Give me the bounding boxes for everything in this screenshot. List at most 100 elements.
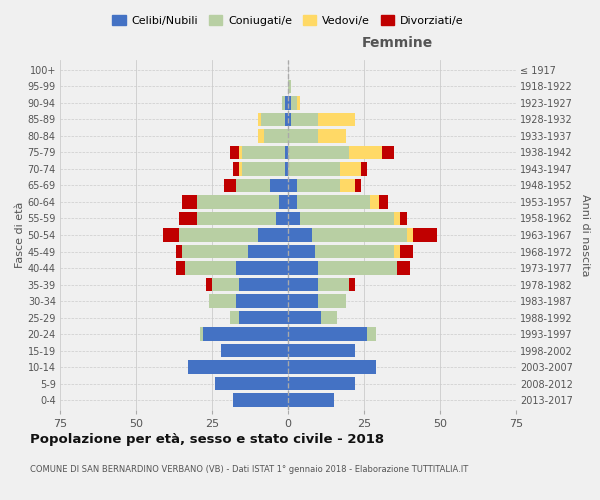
Bar [361,162,367,175]
Bar [215,377,288,390]
Bar [400,244,413,258]
Bar [379,195,388,209]
Bar [394,212,400,226]
Bar [242,162,285,175]
Bar [288,96,291,110]
Bar [288,162,340,175]
Bar [288,178,297,192]
Bar [319,278,349,291]
Bar [279,195,288,209]
Bar [233,394,288,407]
Text: Popolazione per età, sesso e stato civile - 2018: Popolazione per età, sesso e stato civil… [30,432,384,446]
Bar [288,261,319,275]
Bar [197,195,279,209]
Text: COMUNE DI SAN BERNARDINO VERBANO (VB) - Dati ISTAT 1° gennaio 2018 - Elaborazion: COMUNE DI SAN BERNARDINO VERBANO (VB) - … [30,466,468,474]
Bar [282,96,285,110]
Bar [200,328,203,341]
Bar [270,178,288,192]
Bar [288,278,319,291]
Bar [297,195,370,209]
Bar [288,146,349,159]
Bar [206,278,212,291]
Bar [230,311,239,324]
Bar [319,294,346,308]
Bar [285,162,288,175]
Bar [209,294,236,308]
Bar [319,112,355,126]
Bar [239,278,288,291]
Bar [370,195,379,209]
Bar [230,146,239,159]
Text: Femmine: Femmine [362,36,433,50]
Bar [288,195,297,209]
Bar [288,328,367,341]
Bar [224,178,236,192]
Bar [288,212,300,226]
Bar [257,228,288,242]
Bar [297,96,300,110]
Bar [316,244,394,258]
Bar [182,195,197,209]
Bar [188,360,288,374]
Bar [236,294,288,308]
Bar [394,244,400,258]
Bar [288,112,291,126]
Bar [400,212,407,226]
Bar [239,311,288,324]
Legend: Celibi/Nubili, Coniugati/e, Vedovi/e, Divorziati/e: Celibi/Nubili, Coniugati/e, Vedovi/e, Di… [108,10,468,30]
Bar [236,261,288,275]
Bar [176,261,185,275]
Bar [176,244,182,258]
Bar [319,261,397,275]
Bar [285,112,288,126]
Bar [276,212,288,226]
Bar [349,278,355,291]
Bar [203,328,288,341]
Bar [221,344,288,358]
Bar [288,129,319,142]
Bar [288,344,355,358]
Bar [257,112,260,126]
Bar [242,146,285,159]
Bar [313,228,407,242]
Bar [179,212,197,226]
Bar [340,162,361,175]
Bar [355,178,361,192]
Bar [285,146,288,159]
Bar [340,178,355,192]
Bar [263,129,288,142]
Bar [413,228,437,242]
Bar [288,377,355,390]
Bar [407,228,413,242]
Bar [163,228,179,242]
Bar [239,162,242,175]
Bar [367,328,376,341]
Bar [288,294,319,308]
Bar [382,146,394,159]
Bar [288,80,291,93]
Bar [212,278,239,291]
Bar [182,244,248,258]
Bar [179,228,257,242]
Bar [300,212,394,226]
Bar [322,311,337,324]
Bar [233,162,239,175]
Bar [397,261,410,275]
Bar [285,96,288,110]
Y-axis label: Fasce di età: Fasce di età [14,202,25,268]
Bar [248,244,288,258]
Y-axis label: Anni di nascita: Anni di nascita [580,194,590,276]
Bar [291,112,319,126]
Bar [239,146,242,159]
Bar [319,129,346,142]
Bar [236,178,270,192]
Bar [185,261,236,275]
Bar [288,394,334,407]
Bar [288,228,313,242]
Bar [297,178,340,192]
Bar [257,129,263,142]
Bar [288,244,316,258]
Bar [288,360,376,374]
Bar [349,146,382,159]
Bar [260,112,285,126]
